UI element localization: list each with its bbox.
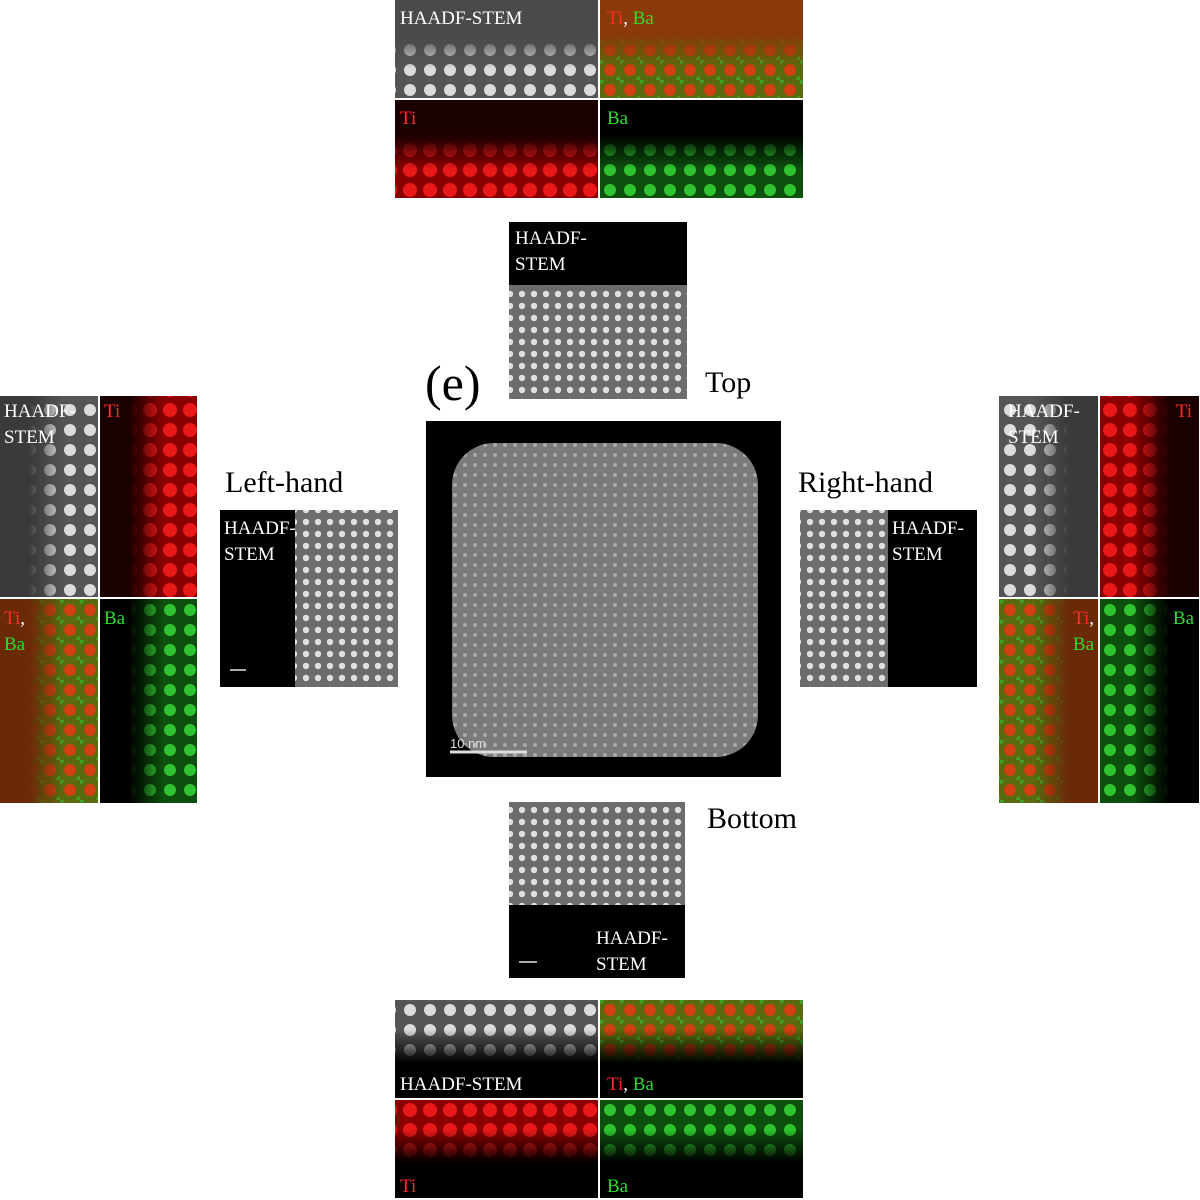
label: Ba	[607, 1176, 629, 1197]
direction-label: Bottom	[707, 802, 797, 835]
label: STEM	[515, 254, 566, 275]
direction-label: Right-hand	[798, 466, 933, 499]
label: Ti,	[1073, 608, 1094, 629]
label: HAADF-	[515, 228, 587, 249]
label: STEM	[224, 544, 275, 565]
right-inset: HAADF- STEM	[800, 510, 977, 687]
label: Ti	[104, 401, 120, 422]
label: Ba	[104, 608, 126, 629]
panel-label: (e)	[425, 355, 481, 411]
label: STEM	[596, 954, 647, 975]
label: HAADF-	[224, 518, 296, 539]
label: STEM	[1008, 427, 1059, 448]
label: HAADF-	[596, 928, 668, 949]
label: Ti	[400, 108, 416, 129]
label: Ti, Ba	[607, 8, 654, 29]
label: Ti,	[4, 608, 25, 629]
label: HAADF-	[4, 401, 76, 422]
bottom-maps: HAADF-STEM Ti, Ba Ti Ba	[395, 1000, 803, 1198]
label: HAADF-	[1008, 401, 1080, 422]
top-inset: HAADF- STEM	[509, 222, 687, 399]
label: HAADF-STEM	[400, 1074, 523, 1095]
direction-label: Left-hand	[225, 466, 343, 499]
center-image: 10 nm	[426, 421, 781, 777]
label: Ti	[1176, 401, 1192, 422]
label: Ba	[4, 634, 26, 655]
label: STEM	[892, 544, 943, 565]
label: Ti, Ba	[607, 1074, 654, 1095]
label: Ba	[1073, 634, 1095, 655]
label: Ba	[607, 108, 629, 129]
label: Ti	[400, 1176, 416, 1197]
top-maps: HAADF-STEM Ti, Ba Ti Ba	[395, 0, 803, 198]
label: HAADF-STEM	[400, 8, 523, 29]
label: STEM	[4, 427, 55, 448]
scale-bar-label: 10 nm	[450, 736, 486, 751]
bottom-inset: HAADF- STEM	[509, 802, 685, 978]
label: Ba	[1173, 608, 1195, 629]
left-inset: HAADF- STEM	[220, 510, 398, 687]
direction-label: Top	[705, 366, 751, 399]
left-maps: HAADF- STEM Ti Ti, Ba Ba	[0, 396, 197, 803]
label: HAADF-	[892, 518, 964, 539]
right-maps: HAADF- STEM Ti Ti, Ba Ba	[999, 396, 1199, 803]
